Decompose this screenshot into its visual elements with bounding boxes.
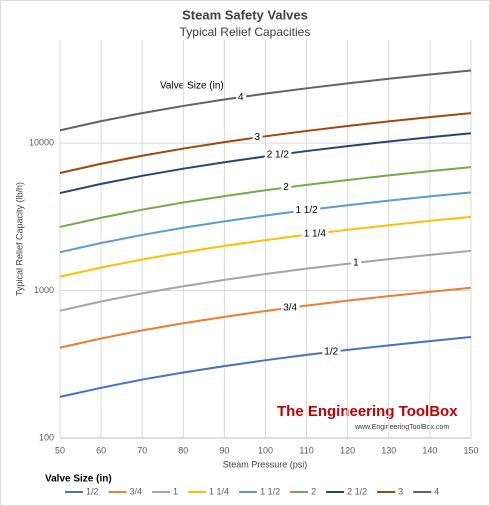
series-line (59, 69, 472, 132)
y-axis-label: Typical Relief Capacity (lb/h) (14, 182, 24, 296)
legend-title: Valve Size (in) (45, 474, 112, 485)
series-label-bg (351, 257, 362, 269)
legend-label: 2 1/2 (347, 486, 367, 496)
x-tick-label: 100 (258, 445, 273, 455)
legend-label: 4 (434, 486, 439, 496)
chart-title: Steam Safety Valves (182, 7, 308, 22)
series-line (59, 249, 472, 312)
x-axis-label: Steam Pressure (psi) (223, 459, 308, 469)
series-label-bg (293, 204, 321, 216)
legend-label: 1 (173, 486, 178, 496)
x-tick-label: 90 (219, 445, 229, 455)
series-label-bg (252, 132, 263, 144)
legend-label: 3 (398, 486, 403, 496)
series-label: 1/2 (324, 347, 338, 358)
series-line (59, 215, 472, 278)
chart-subtitle: Typical Relief Capacities (180, 25, 311, 39)
series-label-bg (322, 346, 341, 358)
y-tick-label: 100 (39, 432, 54, 442)
series-line (59, 112, 472, 174)
watermark-url: www.EngineeringToolBox.com (354, 424, 449, 431)
legend-label: 3/4 (130, 486, 143, 496)
series-label: 2 (283, 182, 289, 193)
x-tick-label: 80 (178, 445, 188, 455)
x-tick-label: 130 (381, 445, 396, 455)
series-label: 3 (254, 132, 260, 143)
series-label: 1 1/4 (304, 228, 327, 239)
x-tick-label: 120 (340, 445, 355, 455)
x-tick-label: 110 (299, 445, 313, 455)
watermark: The Engineering ToolBox (277, 403, 458, 420)
series-line (59, 191, 472, 254)
x-tick-label: 50 (55, 445, 65, 455)
series-line (59, 286, 472, 349)
x-tick-label: 70 (137, 445, 147, 455)
x-tick-label: 60 (96, 445, 106, 455)
series-label: 1 1/2 (295, 205, 318, 216)
series-label: 2 1/2 (267, 149, 290, 160)
series-label-bg (301, 228, 329, 240)
y-tick-label: 10000 (29, 137, 54, 147)
legend-label: 1 1/4 (209, 486, 229, 496)
y-tick-label: 1000 (34, 285, 54, 295)
legend-label: 1/2 (86, 486, 99, 496)
series-line (59, 166, 472, 228)
series-label-bg (264, 149, 292, 161)
series-line (59, 336, 472, 398)
legend-label: 1 1/2 (260, 486, 280, 496)
series-label-bg (236, 91, 247, 103)
series-label: 4 (238, 92, 244, 103)
x-tick-label: 140 (422, 445, 437, 455)
legend-label: 2 (311, 486, 316, 496)
annotation: Valve Size (in) (160, 81, 224, 92)
series-label-bg (281, 302, 300, 314)
series-label: 1 (353, 257, 359, 268)
x-tick-label: 150 (463, 445, 478, 455)
series-label-bg (281, 182, 292, 194)
series-label: 3/4 (283, 302, 297, 313)
